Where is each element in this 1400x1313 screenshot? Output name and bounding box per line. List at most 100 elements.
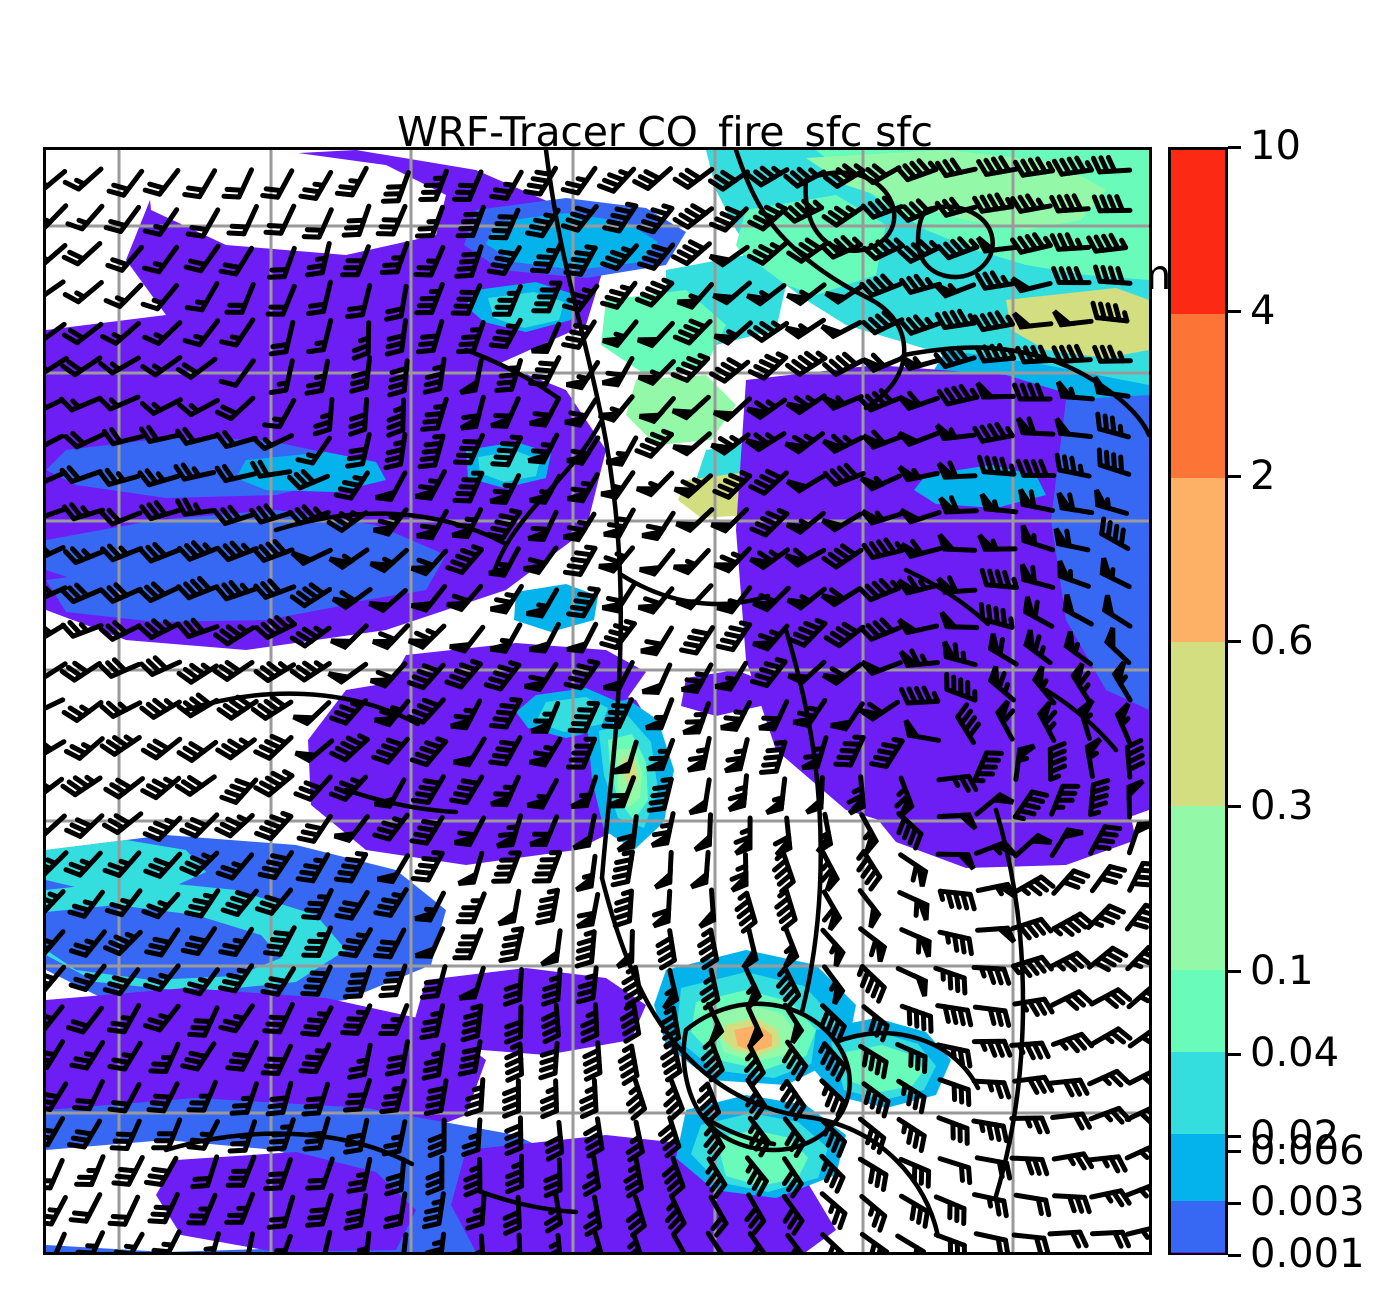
wind-barb <box>410 850 445 883</box>
colorbar-tick-mark <box>1228 1052 1241 1056</box>
wind-barb <box>425 1155 445 1196</box>
wind-barb <box>1010 193 1053 214</box>
wind-barb <box>406 697 446 725</box>
wind-barb <box>268 319 296 357</box>
wind-barb <box>898 354 941 372</box>
wind-barb <box>707 169 750 192</box>
wind-barb <box>861 310 905 336</box>
wind-barb <box>100 543 144 563</box>
wind-barb <box>417 433 446 470</box>
wind-barb <box>899 1193 930 1229</box>
wind-barb <box>1051 343 1093 364</box>
wind-barb <box>46 1004 65 1032</box>
wind-barb <box>72 1079 105 1112</box>
wind-barb <box>414 281 445 316</box>
wind-barb <box>203 1231 221 1252</box>
wind-barb <box>215 852 255 881</box>
wind-barb <box>937 533 978 553</box>
wind-barb <box>640 625 674 657</box>
wind-barb <box>1051 266 1092 286</box>
wind-barb <box>935 851 976 871</box>
wind-barb <box>936 236 980 261</box>
wind-barb <box>782 1116 807 1158</box>
map-plot-area[interactable] <box>43 147 1152 1255</box>
wind-barb <box>538 1040 560 1081</box>
wind-barb <box>525 207 561 239</box>
wind-barb <box>109 1118 142 1151</box>
wind-barb <box>343 1193 369 1231</box>
wind-barb <box>712 470 753 500</box>
wind-barb <box>1125 1226 1149 1240</box>
wind-barb <box>59 465 103 484</box>
wind-barb <box>488 697 523 730</box>
wind-barb <box>708 1194 729 1238</box>
wind-barb <box>414 204 445 239</box>
wind-barb <box>251 538 295 563</box>
wind-barb <box>452 927 484 961</box>
wind-barb <box>896 811 924 851</box>
wind-barb <box>710 432 751 456</box>
colorbar-tick-mark <box>1228 970 1241 974</box>
wind-barb <box>544 1119 565 1162</box>
wind-barb <box>419 1003 446 1041</box>
wind-barb <box>464 1077 486 1117</box>
wind-barb <box>341 203 372 238</box>
wind-barb <box>111 1155 145 1187</box>
wind-barb <box>936 773 979 793</box>
wind-barb <box>176 739 219 763</box>
wind-barb <box>579 1077 599 1120</box>
colorbar[interactable] <box>1168 147 1228 1255</box>
wind-barb <box>427 1117 447 1158</box>
wind-barb <box>529 395 562 428</box>
wind-barb <box>744 1043 766 1087</box>
wind-barb <box>895 1233 926 1252</box>
wind-barb <box>457 850 485 886</box>
wind-barb <box>657 1115 682 1159</box>
wind-barb <box>937 888 977 912</box>
wind-barb <box>182 967 220 997</box>
wind-barb <box>1051 911 1095 937</box>
wind-barb <box>635 470 675 498</box>
wind-barb <box>938 495 979 515</box>
wind-barb <box>749 657 788 688</box>
wind-barb <box>977 454 1017 477</box>
wind-barb <box>784 547 827 568</box>
wind-barb <box>939 610 980 630</box>
wind-barb <box>772 850 796 894</box>
wind-barb <box>224 282 256 315</box>
wind-barb <box>266 1117 296 1152</box>
wind-barb <box>1124 1183 1149 1199</box>
wind-barb <box>531 280 563 314</box>
wind-barb <box>1077 698 1095 741</box>
wind-barb <box>102 850 142 878</box>
wind-barb <box>650 811 676 848</box>
wind-barb <box>1095 411 1131 440</box>
wind-barb <box>260 168 295 200</box>
wind-barb <box>300 964 333 997</box>
wind-barb <box>99 582 143 604</box>
wind-barb <box>1012 996 1055 1017</box>
wind-barb <box>703 1118 726 1162</box>
wind-barb <box>897 430 940 448</box>
wind-barb <box>142 963 181 992</box>
wind-barb <box>672 548 711 576</box>
wind-barb <box>660 1039 683 1083</box>
wind-barb <box>822 964 846 1006</box>
wind-barb <box>105 244 144 273</box>
wind-barb <box>529 473 562 506</box>
wind-barb <box>505 1153 525 1195</box>
wind-barb <box>225 1154 257 1188</box>
wind-barb <box>491 284 523 317</box>
wind-barb <box>861 537 905 560</box>
wind-barb <box>605 435 639 467</box>
wind-barb <box>971 1118 1009 1144</box>
wind-barb <box>61 700 104 723</box>
wind-barb <box>174 774 217 797</box>
wind-barb <box>857 388 902 413</box>
wind-barb <box>379 241 410 275</box>
wind-barb <box>935 1042 973 1069</box>
wind-barb <box>600 280 638 310</box>
wind-barb <box>345 283 373 320</box>
wind-barb <box>490 774 521 808</box>
wind-barb <box>1015 344 1057 365</box>
